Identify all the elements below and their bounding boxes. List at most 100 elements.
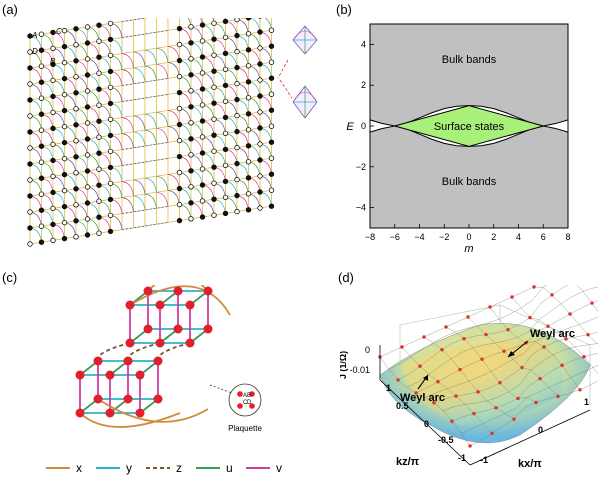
lattice-arc xyxy=(144,177,157,193)
lattice-site xyxy=(61,123,68,130)
lattice-site xyxy=(84,24,91,30)
lattice-arc xyxy=(167,174,180,189)
surface-sample-point xyxy=(578,388,582,392)
lattice-site xyxy=(211,212,217,218)
lattice-site xyxy=(245,79,252,85)
lattice-arc xyxy=(156,47,169,63)
lattice-arc xyxy=(248,113,261,129)
lattice-arc xyxy=(236,147,249,162)
lattice-arc xyxy=(75,76,88,92)
lattice-arc xyxy=(248,177,261,193)
lattice-site xyxy=(222,162,229,169)
lattice-site xyxy=(211,180,217,186)
lattice-arc xyxy=(190,42,203,58)
lattice-arc xyxy=(64,190,77,205)
surface-sample-point xyxy=(498,380,502,385)
lattice-site xyxy=(27,193,33,199)
lattice-site xyxy=(50,157,56,164)
lattice-arc xyxy=(75,156,88,172)
surface-sample-point xyxy=(534,400,538,405)
corner-label-c: C xyxy=(56,27,62,36)
lattice-site xyxy=(234,96,240,103)
lattice-site xyxy=(222,194,229,201)
lattice-arc xyxy=(213,198,226,214)
lattice-site xyxy=(257,189,263,195)
lattice-site xyxy=(176,41,183,48)
lattice-arc xyxy=(75,172,88,188)
lattice-arc xyxy=(52,112,65,127)
lattice-arc xyxy=(190,74,203,90)
lattice-site xyxy=(27,49,33,55)
lattice-site xyxy=(257,61,263,67)
lattice-site xyxy=(38,63,45,69)
lattice-site xyxy=(188,56,194,62)
lattice-site xyxy=(188,216,194,222)
lattice-bond-x xyxy=(29,18,148,37)
surface-sample-point xyxy=(468,444,472,448)
surface-sample-point xyxy=(418,364,422,368)
lattice-site xyxy=(222,82,229,89)
surface-sample-point xyxy=(564,337,568,341)
lattice-arc xyxy=(110,119,123,134)
lattice-site xyxy=(234,80,240,87)
lattice-arc xyxy=(248,129,261,145)
surface-sample-point xyxy=(520,365,524,370)
lattice-site xyxy=(27,177,33,183)
lattice-arc xyxy=(213,150,226,166)
lattice-site xyxy=(96,22,102,28)
lattice-site xyxy=(268,75,275,81)
lattice-arc xyxy=(248,33,261,49)
lattice-site xyxy=(257,205,263,211)
lattice-site xyxy=(245,127,252,133)
lattice-site xyxy=(84,88,91,94)
lattice-arc xyxy=(156,127,169,143)
lattice-site xyxy=(245,143,252,149)
surface-sample-point xyxy=(528,315,532,320)
surface-sample-point xyxy=(568,312,572,316)
lattice-site xyxy=(38,47,45,53)
y-axis-label: E xyxy=(346,121,354,133)
surface-sample-point xyxy=(510,295,514,299)
lattice-site xyxy=(222,98,229,105)
lattice-site xyxy=(268,91,275,97)
lattice-site xyxy=(107,20,114,27)
lattice-site xyxy=(199,86,206,92)
lattice-site xyxy=(107,212,114,219)
lattice-site xyxy=(96,38,102,44)
lattice-arc xyxy=(225,165,238,180)
cube-site xyxy=(143,324,153,334)
lattice-arc xyxy=(75,124,88,140)
panel-c-label: (c) xyxy=(2,270,18,285)
cube-site xyxy=(153,356,163,366)
lattice-arc xyxy=(225,197,238,212)
lattice-arc xyxy=(121,133,134,148)
lattice-arc xyxy=(225,149,238,164)
surface-grid-line xyxy=(406,286,598,388)
lattice-site xyxy=(50,29,56,36)
kz-tick-1: 1 xyxy=(386,383,391,393)
cube-site xyxy=(93,394,103,404)
lattice-arc xyxy=(75,28,88,44)
y-tick-label: 0 xyxy=(361,121,366,131)
lattice-site xyxy=(107,196,114,203)
surface-grid-line xyxy=(467,316,559,397)
lattice-site xyxy=(188,104,194,110)
surface-sample-point xyxy=(556,394,560,399)
lattice-site xyxy=(199,118,206,124)
surface-sample-point xyxy=(440,347,444,352)
lattice-arc xyxy=(41,33,54,49)
lattice-arc xyxy=(202,152,215,168)
lattice-site xyxy=(73,42,79,48)
lattice-arc xyxy=(190,138,203,154)
lattice-arc xyxy=(41,81,54,97)
lattice-site xyxy=(50,141,56,148)
lattice-arc xyxy=(29,115,42,131)
lattice-arc xyxy=(64,62,77,77)
lattice-site xyxy=(73,26,79,32)
surface-sample-point xyxy=(400,345,404,349)
lattice-site xyxy=(61,187,68,194)
lattice-site xyxy=(96,102,102,108)
cube-site xyxy=(143,286,153,296)
lattice-arc xyxy=(179,92,192,107)
lattice-arc xyxy=(29,99,42,115)
